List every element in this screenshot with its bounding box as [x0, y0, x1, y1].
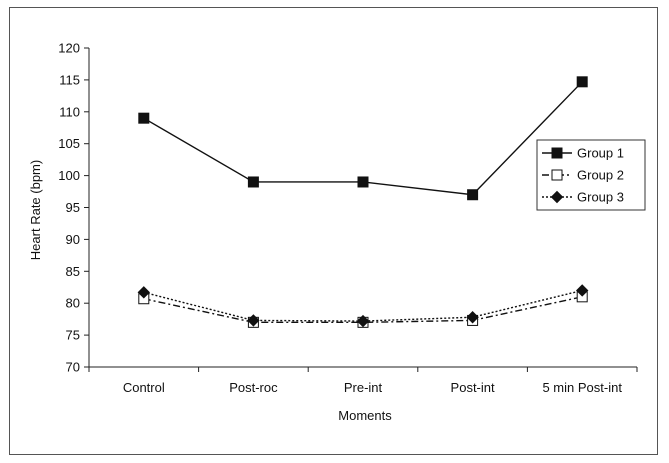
x-tick-label: Pre-int [344, 380, 383, 395]
x-tick-label: Post-roc [229, 380, 278, 395]
chart-frame [9, 7, 658, 455]
y-tick-label: 115 [59, 72, 80, 87]
legend-item-2: Group 2 [542, 168, 624, 183]
y-axis-title: Heart Rate (bpm) [28, 160, 43, 260]
series-1 [138, 76, 588, 201]
y-tick-label: 80 [66, 296, 80, 311]
x-axis-ticks: Control Post-roc Pre-int Post-int 5 min Post… [88, 367, 638, 395]
legend-item-1: Group 1 [542, 146, 624, 161]
legend-label: Group 3 [577, 190, 624, 205]
series-3 [137, 284, 589, 328]
y-tick-label: 110 [59, 104, 80, 119]
data-point [247, 314, 260, 327]
series-layer [137, 76, 589, 328]
data-point [137, 286, 151, 299]
y-tick-label: 75 [66, 328, 80, 343]
legend-label: Group 1 [577, 146, 624, 161]
x-tick-label: 5 min Post-int [542, 380, 622, 395]
data-point [466, 311, 479, 324]
y-tick-label: 85 [66, 264, 80, 279]
legend-label: Group 2 [577, 168, 624, 183]
data-point [138, 112, 150, 124]
y-tick-label: 100 [58, 168, 80, 183]
y-tick-label: 95 [66, 200, 80, 215]
x-axis-title: Moments [338, 408, 392, 423]
legend-marker [550, 190, 564, 204]
data-point [357, 176, 369, 188]
data-point [247, 176, 259, 188]
y-tick-label: 70 [66, 360, 80, 375]
data-point [575, 284, 589, 297]
legend: Group 1 Group 2 Group 3 [536, 139, 646, 211]
y-tick-label: 90 [66, 232, 80, 247]
legend-marker [551, 147, 563, 159]
data-point [576, 76, 588, 88]
x-tick-label: Post-int [451, 380, 495, 395]
y-tick-label: 105 [58, 136, 80, 151]
y-tick-label: 120 [58, 41, 80, 56]
data-point [356, 314, 370, 328]
legend-marker [551, 169, 563, 181]
y-axis-ticks: 70 75 80 85 90 95 100 105 110 115 120 [58, 41, 89, 375]
x-tick-label: Control [123, 380, 165, 395]
legend-item-3: Group 3 [542, 190, 624, 205]
data-point [467, 189, 479, 201]
